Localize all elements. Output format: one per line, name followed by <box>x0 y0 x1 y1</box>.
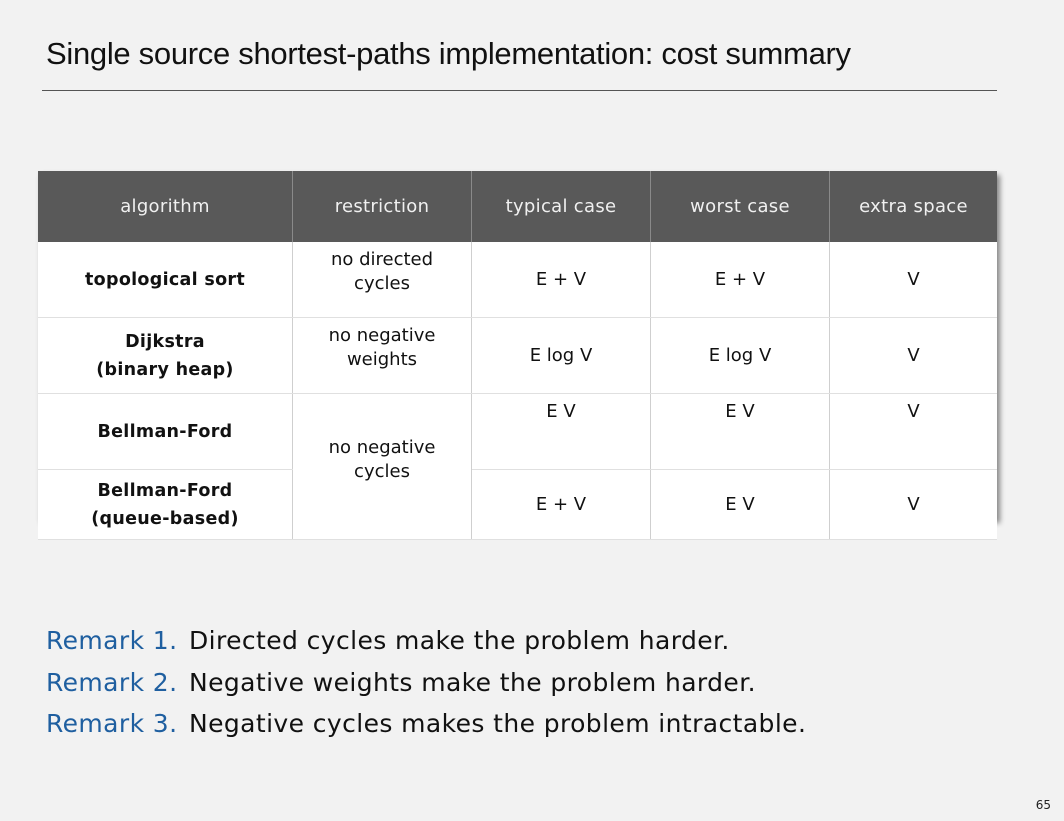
restriction-line: cycles <box>354 460 410 482</box>
restriction-cell: no negative weights <box>292 317 472 394</box>
algorithm-name: Bellman-Ford <box>97 421 233 442</box>
algorithm-variant: (queue-based) <box>91 508 239 529</box>
restriction-line: no directed <box>330 249 434 270</box>
algorithm-name: Bellman-Ford <box>97 480 233 501</box>
worst-case-cell: E + V <box>650 242 830 318</box>
page-number: 65 <box>1035 798 1051 812</box>
header-worst-case: worst case <box>650 171 830 242</box>
remark-item: Remark 1. Directed cycles make the proble… <box>46 620 806 662</box>
header-extra-space: extra space <box>829 171 997 242</box>
restriction-cell: no negative cycles <box>292 393 472 540</box>
typical-case-cell: E V <box>471 393 651 470</box>
extra-space-cell: V <box>829 317 997 394</box>
remark-label: Remark 3. <box>46 709 178 738</box>
worst-case-cell: E V <box>650 393 830 470</box>
algorithm-cell: Bellman-Ford (queue-based) <box>38 469 293 540</box>
extra-space-cell: V <box>829 469 997 540</box>
algorithm-variant: (binary heap) <box>96 359 234 380</box>
algorithm-cell: Bellman-Ford <box>38 393 293 470</box>
worst-case-cell: E V <box>650 469 830 540</box>
restriction-line: no negative <box>328 436 436 458</box>
table-row: Bellman-Ford no negative cycles E V E V V <box>38 393 997 540</box>
worst-case-cell: E log V <box>650 317 830 394</box>
header-restriction: restriction <box>292 171 472 242</box>
algorithm-cell: Dijkstra (binary heap) <box>38 317 293 394</box>
table-row: Bellman-Ford (queue-based) E + V E V V <box>38 469 997 540</box>
table-header-row: algorithm restriction typical case worst… <box>38 171 997 242</box>
slide-title: Single source shortest-paths implementat… <box>46 36 851 71</box>
remark-text: Negative weights make the problem harder… <box>189 667 756 697</box>
remark-label: Remark 1. <box>46 626 178 655</box>
algorithm-cell: topological sort <box>38 242 293 318</box>
typical-case-cell: E log V <box>471 317 651 394</box>
extra-space-cell: V <box>829 242 997 318</box>
restriction-line: cycles <box>354 273 410 294</box>
title-divider <box>42 90 997 91</box>
table-row: topological sort no directed cycles E + V… <box>38 242 997 318</box>
extra-space-cell: V <box>829 393 997 470</box>
typical-case-cell: E + V <box>471 469 651 540</box>
restriction-line: no negative <box>328 325 436 346</box>
header-algorithm: algorithm <box>38 171 293 242</box>
remarks-list: Remark 1. Directed cycles make the proble… <box>46 620 806 745</box>
remark-item: Remark 2. Negative weights make the probl… <box>46 662 806 704</box>
cost-summary-table: algorithm restriction typical case worst… <box>38 171 997 540</box>
restriction-cell: no directed cycles <box>292 242 472 318</box>
algorithm-name: topological sort <box>85 269 245 290</box>
remark-label: Remark 2. <box>46 667 178 697</box>
header-typical-case: typical case <box>471 171 651 242</box>
table-row: Dijkstra (binary heap) no negative weights… <box>38 317 997 394</box>
typical-case-cell: E + V <box>471 242 651 318</box>
algorithm-name: Dijkstra <box>125 331 205 352</box>
remark-text: Directed cycles make the problem harder. <box>189 626 730 655</box>
restriction-line: weights <box>346 349 418 370</box>
remark-text: Negative cycles makes the problem intrac… <box>189 709 807 738</box>
remark-item: Remark 3. Negative cycles makes the probl… <box>46 703 806 745</box>
